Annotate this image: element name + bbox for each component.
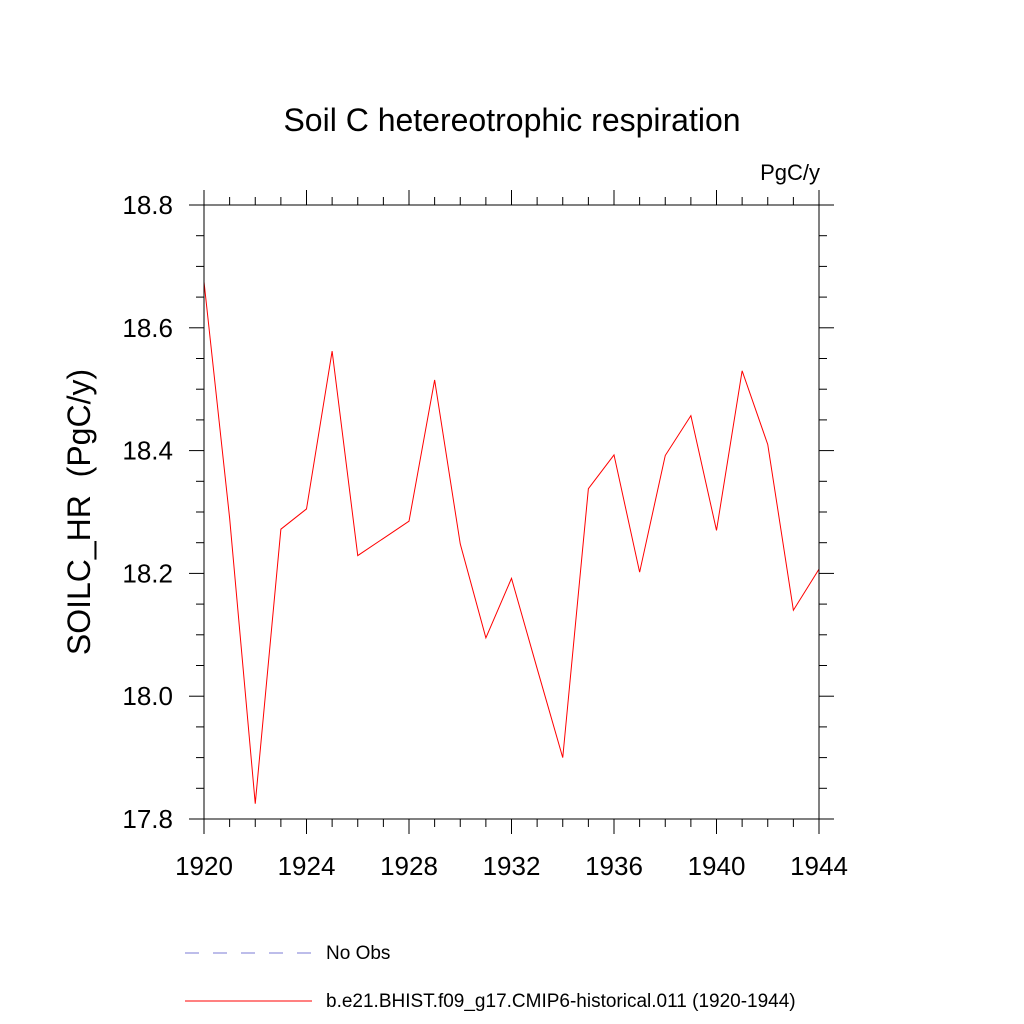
y-tick-label: 18.2 [122, 558, 173, 588]
legend: No Obs b.e21.BHIST.f09_g17.CMIP6-histori… [185, 943, 796, 1012]
x-tick-label: 1932 [483, 851, 541, 881]
x-tick-labels: 1920 1924 1928 1932 1936 1940 1944 [175, 851, 848, 881]
y-tick-label: 17.8 [122, 804, 173, 834]
y-tick-label: 18.8 [122, 190, 173, 220]
units-label: PgC/y [760, 160, 820, 185]
x-tick-label: 1944 [790, 851, 848, 881]
y-axis-label: SOILC_HR (PgC/y) [61, 369, 97, 655]
legend-label-historical: b.e21.BHIST.f09_g17.CMIP6-historical.011… [326, 991, 796, 1012]
plot-frame [203, 204, 820, 820]
series-lines [203, 281, 820, 804]
y-tick-labels: 17.8 18.0 18.2 18.4 18.6 18.8 [122, 190, 173, 834]
y-tick-label: 18.6 [122, 313, 173, 343]
x-tick-label: 1936 [585, 851, 643, 881]
x-tick-label: 1928 [380, 851, 438, 881]
x-tick-label: 1940 [688, 851, 746, 881]
x-tick-label: 1920 [175, 851, 233, 881]
legend-label-no-obs: No Obs [326, 943, 390, 964]
y-tick-label: 18.0 [122, 681, 173, 711]
chart-title: Soil C hetereotrophic respiration [283, 102, 740, 138]
series-line [203, 281, 820, 804]
x-tick-label: 1924 [278, 851, 336, 881]
major-ticks [189, 190, 834, 834]
y-tick-label: 18.4 [122, 436, 173, 466]
minor-ticks [196, 197, 827, 827]
